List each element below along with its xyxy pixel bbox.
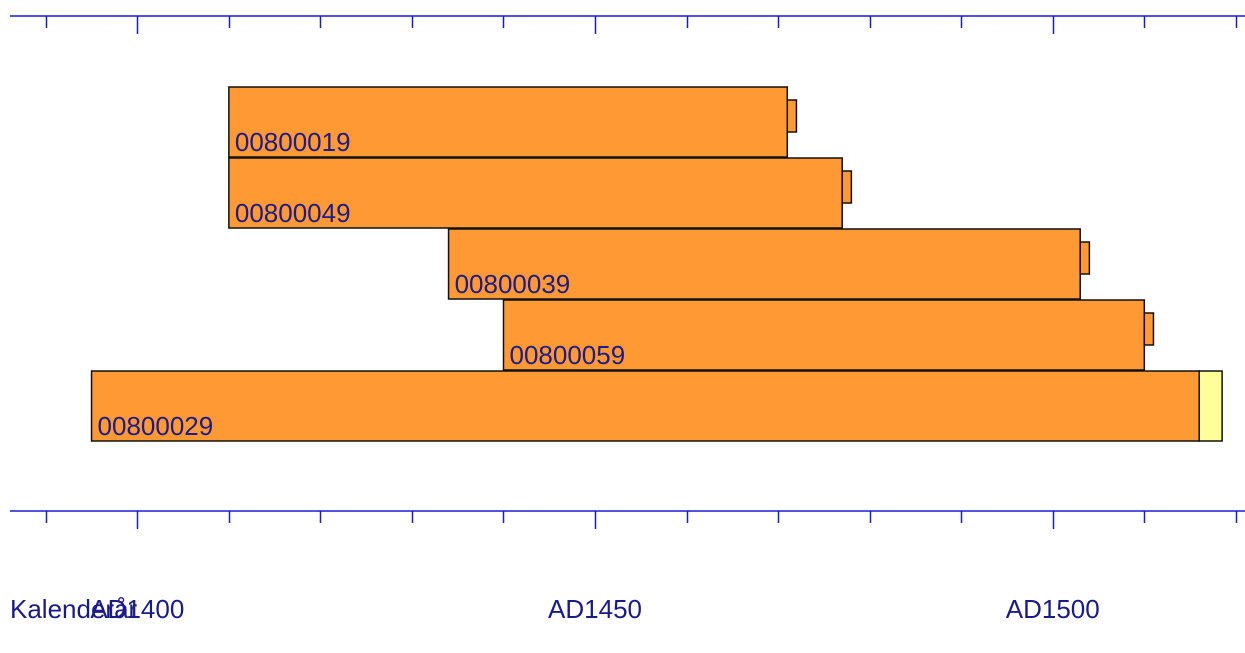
bars-group: 00800019 00800049 00800039 00800059 00800029 (90, 86, 1223, 442)
sample-bar-marker (1079, 241, 1091, 275)
sample-bar (502, 299, 1146, 371)
tick-label: AD1450 (548, 594, 642, 624)
bottom-axis (10, 510, 1245, 529)
sample-bar-marker (841, 170, 853, 204)
sample-bar (447, 228, 1081, 300)
sample-bar-marker (786, 99, 798, 133)
sample-bar-marker (1143, 312, 1155, 346)
sample-label: 00800019 (235, 127, 351, 157)
tick-labels-group: AD1400 AD1450 AD1500 (90, 594, 1099, 624)
sample-bar (90, 370, 1200, 442)
top-axis (10, 15, 1245, 34)
tick-label: AD1400 (90, 594, 184, 624)
sample-label: 00800029 (98, 411, 214, 441)
sample-label: 00800039 (455, 269, 571, 299)
sample-label: 00800049 (235, 198, 351, 228)
x-axis-label: Kalenderår (10, 594, 138, 624)
tick-label: AD1500 (1006, 594, 1100, 624)
sample-label: 00800059 (509, 340, 625, 370)
sample-bar (228, 86, 789, 158)
sample-bar-extension (1198, 370, 1223, 442)
